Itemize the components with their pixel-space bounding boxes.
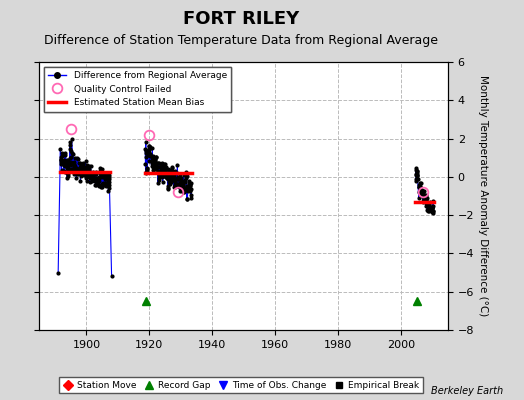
- Text: FORT RILEY: FORT RILEY: [183, 10, 299, 28]
- Text: Difference of Station Temperature Data from Regional Average: Difference of Station Temperature Data f…: [44, 34, 438, 47]
- Text: Berkeley Earth: Berkeley Earth: [431, 386, 503, 396]
- Y-axis label: Monthly Temperature Anomaly Difference (°C): Monthly Temperature Anomaly Difference (…: [478, 75, 488, 317]
- Legend: Difference from Regional Average, Quality Control Failed, Estimated Station Mean: Difference from Regional Average, Qualit…: [44, 66, 232, 112]
- Legend: Station Move, Record Gap, Time of Obs. Change, Empirical Break: Station Move, Record Gap, Time of Obs. C…: [59, 377, 423, 394]
